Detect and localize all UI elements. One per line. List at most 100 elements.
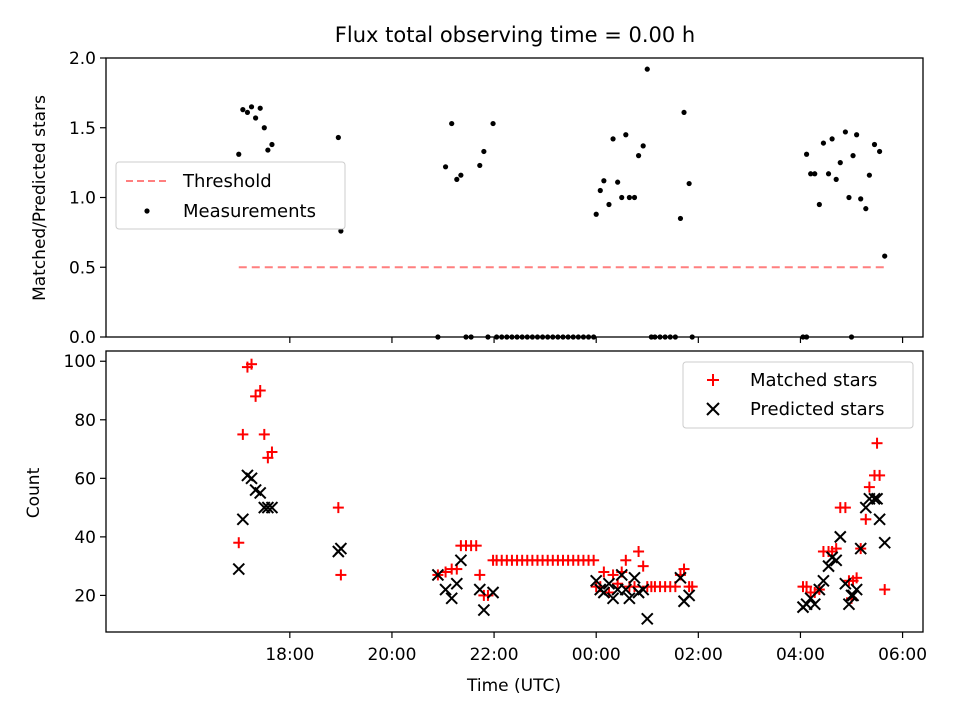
measurement-point	[615, 179, 621, 185]
bottom-y-tick-label: 60	[74, 469, 96, 489]
bottom-legend: Matched stars Predicted stars	[682, 361, 914, 429]
measurement-point	[866, 172, 872, 178]
predicted-marker-b	[265, 501, 279, 514]
predicted-star-point	[839, 577, 852, 590]
top-legend-box	[115, 161, 346, 230]
measurement-point	[825, 171, 832, 177]
matched-star-point	[470, 540, 482, 552]
matched-star-point	[678, 563, 690, 575]
predicted-marker-b	[261, 501, 275, 514]
predicted-marker-b	[878, 536, 891, 549]
bottom-x-tick-label: 22:00	[470, 645, 519, 665]
predicted-star-point	[636, 583, 650, 596]
bottom-x-tick-label: 18:00	[265, 645, 314, 665]
matched-star-point	[851, 572, 863, 584]
matched-star-point	[332, 502, 344, 514]
measurement-point	[842, 129, 848, 135]
predicted-marker-b	[245, 472, 258, 485]
measurement-point	[854, 132, 860, 138]
matched-star-point	[633, 546, 645, 558]
bottom-plot-frame	[105, 350, 924, 633]
predicted-marker-b	[674, 571, 687, 585]
predicted-star-point	[829, 554, 843, 567]
measurement-point	[626, 194, 632, 201]
measurement-point	[481, 148, 487, 155]
predicted-star-point	[808, 597, 821, 611]
matched-star-point	[474, 569, 486, 581]
top-y-tick-label: 0.0	[69, 328, 96, 348]
predicted-marker-b	[817, 574, 830, 587]
matched-star-point	[237, 428, 249, 440]
predicted-marker-b	[854, 542, 867, 555]
predicted-star-point	[674, 571, 687, 585]
predicted-star-point	[236, 513, 250, 526]
predicted-marker-b	[445, 592, 458, 605]
measurement-point	[640, 143, 646, 149]
measurement-point	[240, 107, 246, 113]
matched-star-point	[254, 385, 266, 397]
predicted-star-point	[450, 577, 464, 590]
measurement-point	[244, 109, 251, 116]
predicted-marker-b	[232, 562, 245, 576]
predicted-marker-b	[873, 513, 886, 526]
measurement-point	[816, 201, 822, 208]
matched-star-point	[860, 513, 872, 525]
measurement-point	[269, 141, 275, 148]
predicted-marker-b	[834, 530, 847, 544]
measurement-point	[820, 140, 827, 146]
measurement-point	[882, 253, 888, 259]
predicted-marker-b	[615, 568, 628, 582]
measurement-point	[871, 141, 878, 148]
predicted-marker-b	[839, 577, 852, 590]
predicted-marker-b	[606, 592, 620, 605]
measurement-point	[686, 180, 692, 187]
top-y-axis-label: Matched/Predicted stars	[30, 95, 50, 301]
predicted-marker-b	[628, 571, 641, 585]
bottom-x-tick-label: 00:00	[572, 645, 621, 665]
legend-matched-marker	[707, 374, 719, 386]
measurement-point	[635, 153, 642, 159]
matched-star-point	[874, 469, 886, 481]
predicted-star-point	[619, 583, 633, 596]
chart-title: Flux total observing time = 0.00 h	[335, 23, 695, 47]
matched-star-point	[246, 358, 258, 370]
predicted-star-point	[486, 586, 500, 599]
matched-star-point	[262, 452, 274, 464]
predicted-marker-b	[254, 486, 267, 500]
predicted-star-point	[868, 492, 881, 506]
measurement-point	[837, 160, 843, 166]
legend-predicted-marker	[706, 402, 720, 416]
measurement-point	[803, 151, 810, 157]
bottom-x-tick-label: 06:00	[878, 645, 927, 665]
measurement-point	[829, 136, 835, 142]
predicted-star-point	[842, 597, 856, 611]
x-axis-label: Time (UTC)	[466, 676, 561, 696]
predicted-marker-b	[602, 577, 616, 590]
predicted-star-point	[602, 577, 616, 590]
predicted-star-point	[439, 583, 452, 596]
matched-star-point	[598, 566, 610, 578]
measurement-point	[458, 172, 464, 178]
measurement-point	[876, 148, 883, 155]
predicted-marker-b	[334, 542, 348, 555]
measurement-point	[681, 109, 687, 116]
predicted-marker-b	[597, 586, 611, 599]
measurement-point	[846, 194, 852, 201]
predicted-marker-b	[850, 583, 863, 596]
measurement-point	[253, 115, 259, 121]
predicted-star-point	[589, 574, 603, 587]
measurement-point	[265, 147, 271, 153]
predicted-star-point	[232, 562, 245, 576]
predicted-marker-b	[641, 612, 654, 626]
legend-measurements-label: Measurements	[183, 201, 316, 222]
predicted-star-point	[334, 542, 348, 555]
measurement-point	[593, 211, 599, 217]
predicted-star-point	[245, 472, 258, 485]
matched-star-point	[335, 569, 347, 581]
predicted-marker-b	[868, 492, 881, 506]
predicted-star-point	[846, 589, 860, 602]
measurement-point	[606, 201, 612, 208]
predicted-star-point	[454, 554, 468, 567]
predicted-star-point	[854, 542, 867, 555]
